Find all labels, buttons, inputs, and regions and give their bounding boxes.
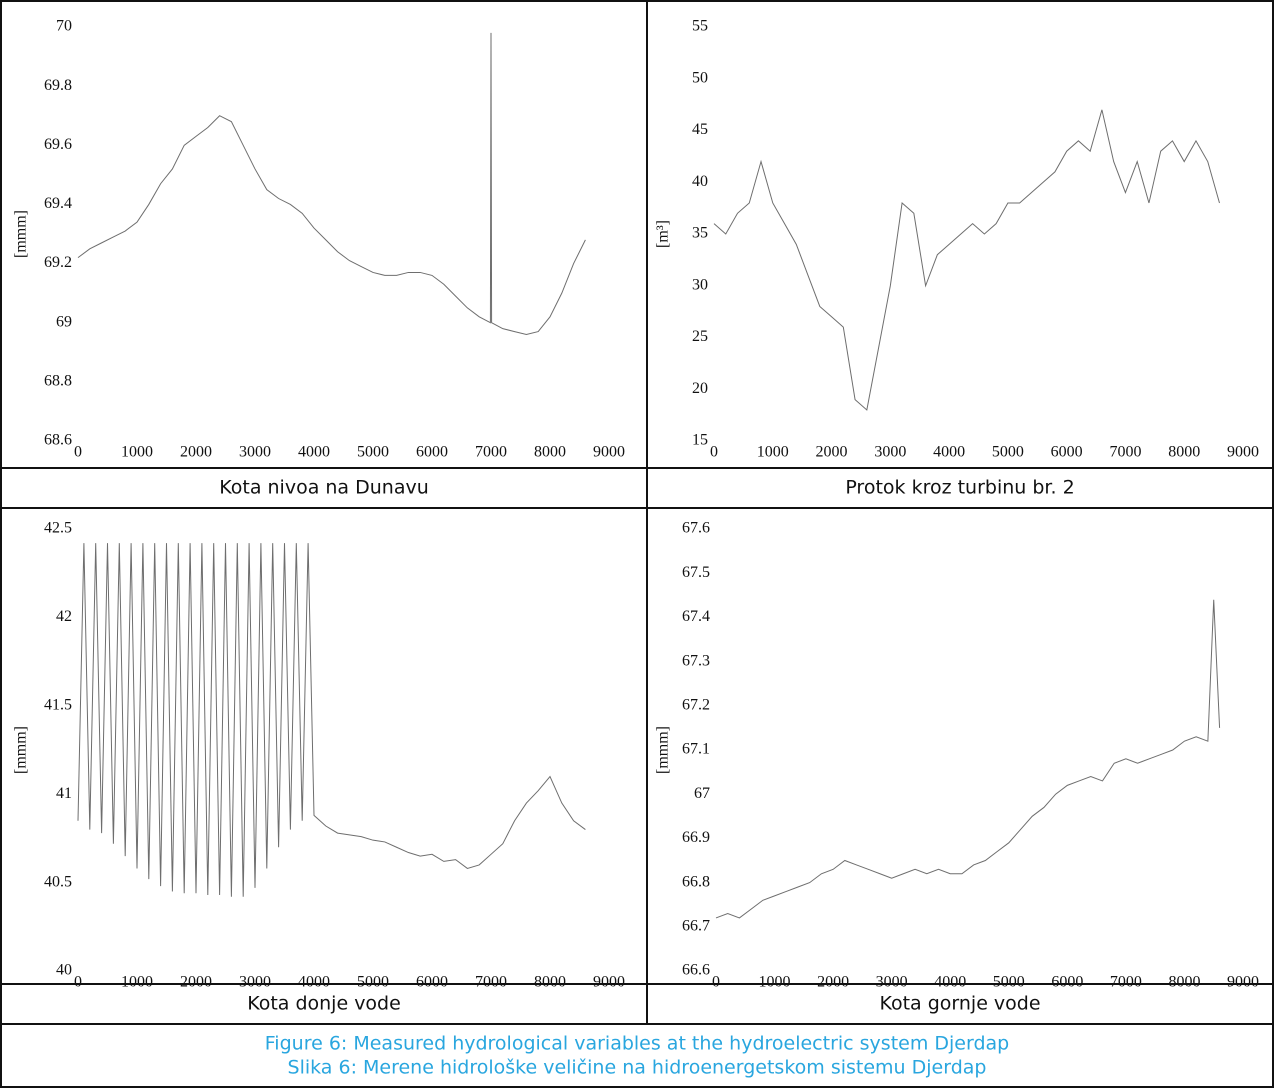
- y-tick-label: 67.4: [682, 608, 710, 625]
- y-tick-label: 66.6: [682, 962, 710, 979]
- y-tick-label: 69.4: [44, 195, 72, 212]
- y-tick-label: 66.7: [682, 917, 710, 934]
- y-tick-label: 67.6: [682, 520, 710, 537]
- data-line: [713, 109, 1220, 411]
- x-tick-label: 9000: [593, 974, 625, 991]
- x-tick-label: 6000: [416, 974, 448, 991]
- y-tick-label: 25: [692, 328, 708, 345]
- y-axis-label: [mmm]: [655, 726, 672, 774]
- x-tick-label: 4000: [933, 444, 965, 461]
- x-tick-label: 6000: [1051, 444, 1083, 461]
- x-tick-label: 3000: [239, 974, 271, 991]
- x-tick-label: 1000: [759, 974, 791, 991]
- y-tick-label: 40.5: [44, 873, 72, 890]
- y-tick-label: 45: [692, 121, 708, 138]
- x-tick-label: 6000: [416, 444, 448, 461]
- x-tick-label: 3000: [876, 974, 908, 991]
- x-tick-label: 2000: [180, 974, 212, 991]
- x-tick-label: 8000: [534, 444, 566, 461]
- figure-caption: Figure 6: Measured hydrological variable…: [265, 1033, 1009, 1055]
- y-axis-label: [mmm]: [13, 210, 30, 258]
- x-tick-label: 9000: [593, 444, 625, 461]
- panel-caption: Protok kroz turbinu br. 2: [845, 477, 1074, 499]
- y-tick-label: 69: [56, 313, 72, 330]
- x-tick-label: 4000: [298, 974, 330, 991]
- x-tick-label: 5000: [357, 974, 389, 991]
- y-tick-label: 69.8: [44, 77, 72, 94]
- y-tick-label: 68.6: [44, 432, 72, 449]
- y-tick-label: 68.8: [44, 373, 72, 390]
- panel-caption: Kota donje vode: [247, 993, 401, 1015]
- x-tick-label: 2000: [816, 444, 848, 461]
- x-tick-label: 1000: [121, 974, 153, 991]
- x-tick-label: 8000: [534, 974, 566, 991]
- y-axis-label: [m³]: [655, 220, 672, 248]
- x-tick-label: 5000: [357, 444, 389, 461]
- data-line: [77, 543, 586, 897]
- y-tick-label: 66.8: [682, 873, 710, 890]
- y-tick-label: 20: [692, 380, 708, 397]
- y-tick-label: 42.5: [44, 520, 72, 537]
- y-tick-label: 67.5: [682, 564, 710, 581]
- x-tick-label: 9000: [1227, 974, 1259, 991]
- y-tick-label: 35: [692, 225, 708, 242]
- y-tick-label: 69.2: [44, 254, 72, 271]
- data-line: [715, 599, 1221, 919]
- x-tick-label: 8000: [1168, 974, 1200, 991]
- x-tick-label: 2000: [817, 974, 849, 991]
- x-tick-label: 0: [74, 444, 82, 461]
- x-tick-label: 9000: [1227, 444, 1259, 461]
- x-tick-label: 8000: [1168, 444, 1200, 461]
- y-tick-label: 42: [56, 608, 72, 625]
- x-tick-label: 4000: [934, 974, 966, 991]
- y-tick-label: 40: [56, 962, 72, 979]
- y-tick-label: 50: [692, 69, 708, 86]
- y-tick-label: 15: [692, 432, 708, 449]
- y-tick-label: 67.2: [682, 696, 710, 713]
- x-tick-label: 7000: [1110, 974, 1142, 991]
- x-tick-label: 1000: [757, 444, 789, 461]
- x-tick-label: 7000: [1109, 444, 1141, 461]
- x-tick-label: 0: [710, 444, 718, 461]
- x-tick-label: 4000: [298, 444, 330, 461]
- y-tick-label: 66.9: [682, 829, 710, 846]
- panel-caption: Kota nivoa na Dunavu: [219, 477, 429, 499]
- y-tick-label: 30: [692, 276, 708, 293]
- data-line: [77, 32, 586, 336]
- x-tick-label: 5000: [992, 444, 1024, 461]
- x-tick-label: 7000: [475, 974, 507, 991]
- panel-caption: Kota gornje vode: [879, 993, 1040, 1015]
- x-tick-label: 6000: [1051, 974, 1083, 991]
- x-tick-label: 0: [74, 974, 82, 991]
- x-tick-label: 0: [712, 974, 720, 991]
- x-tick-label: 5000: [993, 974, 1025, 991]
- y-tick-label: 67: [694, 785, 710, 802]
- x-tick-label: 7000: [475, 444, 507, 461]
- y-tick-label: 67.3: [682, 652, 710, 669]
- x-tick-label: 3000: [874, 444, 906, 461]
- y-tick-label: 41: [56, 785, 72, 802]
- x-tick-label: 3000: [239, 444, 271, 461]
- y-tick-label: 67.1: [682, 741, 710, 758]
- y-axis-label: [mmm]: [13, 726, 30, 774]
- y-tick-label: 70: [56, 18, 72, 35]
- y-tick-label: 40: [692, 173, 708, 190]
- figure-caption: Slika 6: Merene hidrološke veličine na h…: [288, 1057, 987, 1079]
- y-tick-label: 55: [692, 18, 708, 35]
- x-tick-label: 1000: [121, 444, 153, 461]
- x-tick-label: 2000: [180, 444, 212, 461]
- y-tick-label: 41.5: [44, 696, 72, 713]
- y-tick-label: 69.6: [44, 136, 72, 153]
